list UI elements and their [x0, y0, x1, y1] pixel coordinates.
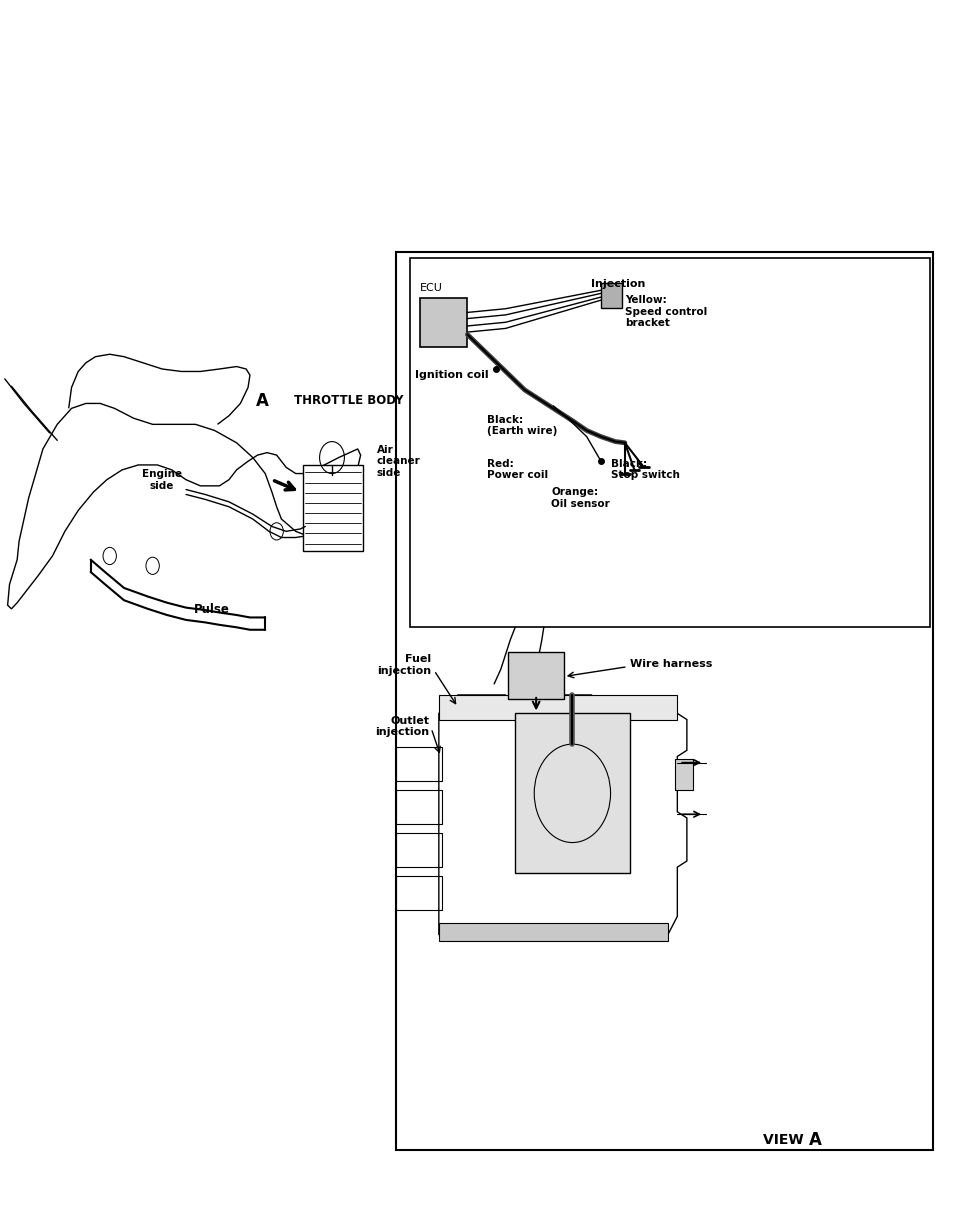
Bar [395, 252, 932, 1150]
Text: Pulse: Pulse [193, 603, 230, 616]
Text: THROTTLE BODY: THROTTLE BODY [294, 395, 403, 407]
Text: A: A [255, 392, 269, 410]
Bar [410, 258, 929, 627]
Bar [395, 833, 441, 867]
Bar [438, 922, 667, 941]
Bar [395, 747, 441, 781]
Text: Black:
Stop switch: Black: Stop switch [610, 459, 679, 481]
Text: A: A [808, 1132, 821, 1149]
Text: Engine
side: Engine side [142, 469, 182, 491]
Bar [419, 298, 467, 347]
Text: VIEW: VIEW [762, 1133, 808, 1148]
Text: Wire harness: Wire harness [629, 659, 711, 669]
Text: Orange:
Oil sensor: Orange: Oil sensor [551, 487, 610, 509]
Text: Yellow:
Speed control
bracket: Yellow: Speed control bracket [624, 295, 706, 328]
Bar [675, 759, 692, 790]
Bar [515, 713, 629, 873]
Text: Ignition coil: Ignition coil [415, 370, 488, 380]
Text: Red:
Power coil: Red: Power coil [486, 459, 547, 481]
Bar [438, 695, 677, 720]
Bar [395, 876, 441, 910]
Text: ECU: ECU [419, 283, 442, 293]
Bar [303, 465, 362, 551]
Bar [508, 652, 563, 699]
Bar [395, 790, 441, 824]
Bar [600, 283, 621, 308]
Text: Black:
(Earth wire): Black: (Earth wire) [486, 415, 557, 437]
Text: Air
cleaner
side: Air cleaner side [376, 445, 420, 477]
Text: Outlet
injection: Outlet injection [375, 716, 429, 738]
Text: Injection: Injection [591, 279, 645, 289]
Text: Fuel
injection: Fuel injection [376, 654, 431, 676]
